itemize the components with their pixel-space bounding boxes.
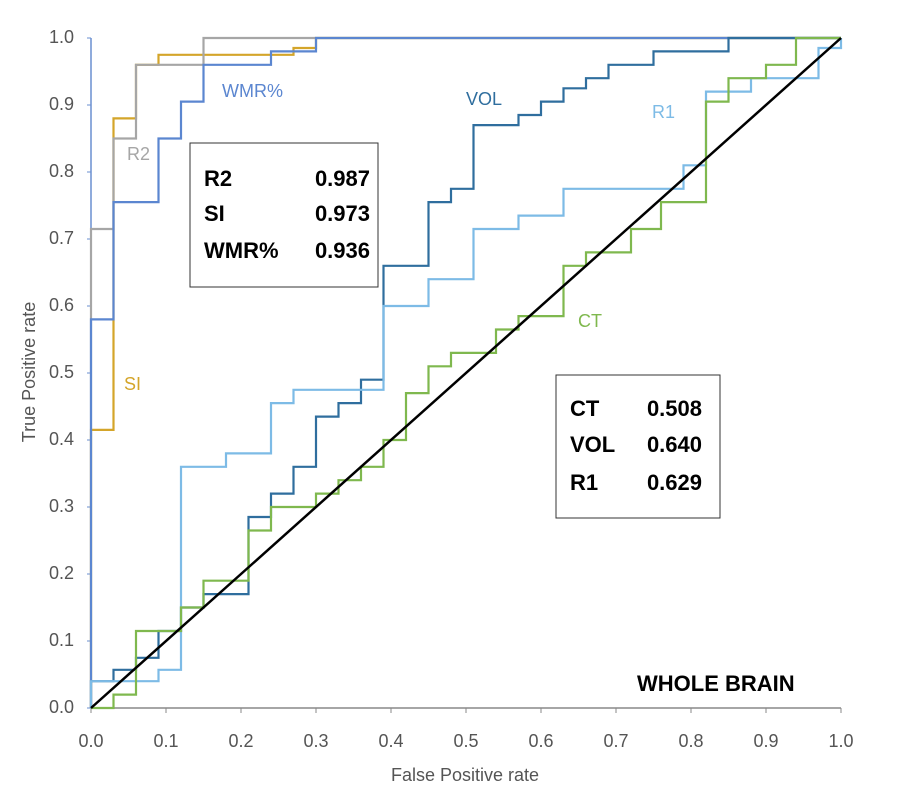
y-tick-label: 1.0: [49, 27, 74, 47]
auc-box: [189, 142, 379, 288]
y-tick-label: 0.2: [49, 563, 74, 583]
curve-label: VOL: [466, 89, 502, 109]
curve-label: CT: [578, 311, 602, 331]
auc-value: 0.629: [647, 470, 702, 495]
x-tick-label: 0.5: [453, 731, 478, 751]
x-tick-label: 0.1: [153, 731, 178, 751]
x-tick-label: 0.6: [528, 731, 553, 751]
auc-value: 0.640: [647, 432, 702, 457]
roc-curve: [89, 36, 841, 708]
x-tick-label: 0.4: [378, 731, 403, 751]
curve-label: R1: [652, 102, 675, 122]
x-tick-label: 0.8: [678, 731, 703, 751]
roc-curve: [89, 36, 841, 708]
roc-curve: [89, 38, 843, 708]
y-tick-label: 0.3: [49, 496, 74, 516]
curve-label: R2: [127, 144, 150, 164]
y-tick-label: 0.8: [49, 161, 74, 181]
auc-name: VOL: [570, 432, 615, 457]
x-tick-label: 1.0: [828, 731, 853, 751]
roc-curve: [90, 37, 842, 709]
x-tick-label: 0.9: [753, 731, 778, 751]
auc-name: R1: [570, 470, 598, 495]
auc-name: R2: [204, 166, 232, 191]
auc-value: 0.936: [315, 238, 370, 263]
y-tick-label: 0.4: [49, 429, 74, 449]
auc-box: [555, 374, 721, 519]
auc-value: 0.973: [315, 201, 370, 226]
x-tick-label: 0.2: [228, 731, 253, 751]
auc-name: CT: [570, 396, 600, 421]
roc-curve: [91, 36, 841, 710]
y-tick-label: 0.6: [49, 295, 74, 315]
y-tick-label: 0.0: [49, 697, 74, 717]
auc-name: SI: [204, 201, 225, 226]
y-tick-label: 0.1: [49, 630, 74, 650]
y-tick-label: 0.9: [49, 94, 74, 114]
auc-value: 0.987: [315, 166, 370, 191]
x-tick-label: 0.0: [78, 731, 103, 751]
auc-name: WMR%: [204, 238, 279, 263]
curve-label: SI: [124, 374, 141, 394]
annotation: WHOLE BRAIN: [637, 671, 795, 696]
curve-label: WMR%: [222, 81, 283, 101]
x-axis-title: False Positive rate: [391, 765, 539, 785]
x-tick-label: 0.7: [603, 731, 628, 751]
auc-value: 0.508: [647, 396, 702, 421]
y-axis-title: True Positive rate: [19, 302, 39, 442]
y-tick-label: 0.7: [49, 228, 74, 248]
y-tick-label: 0.5: [49, 362, 74, 382]
x-tick-label: 0.3: [303, 731, 328, 751]
